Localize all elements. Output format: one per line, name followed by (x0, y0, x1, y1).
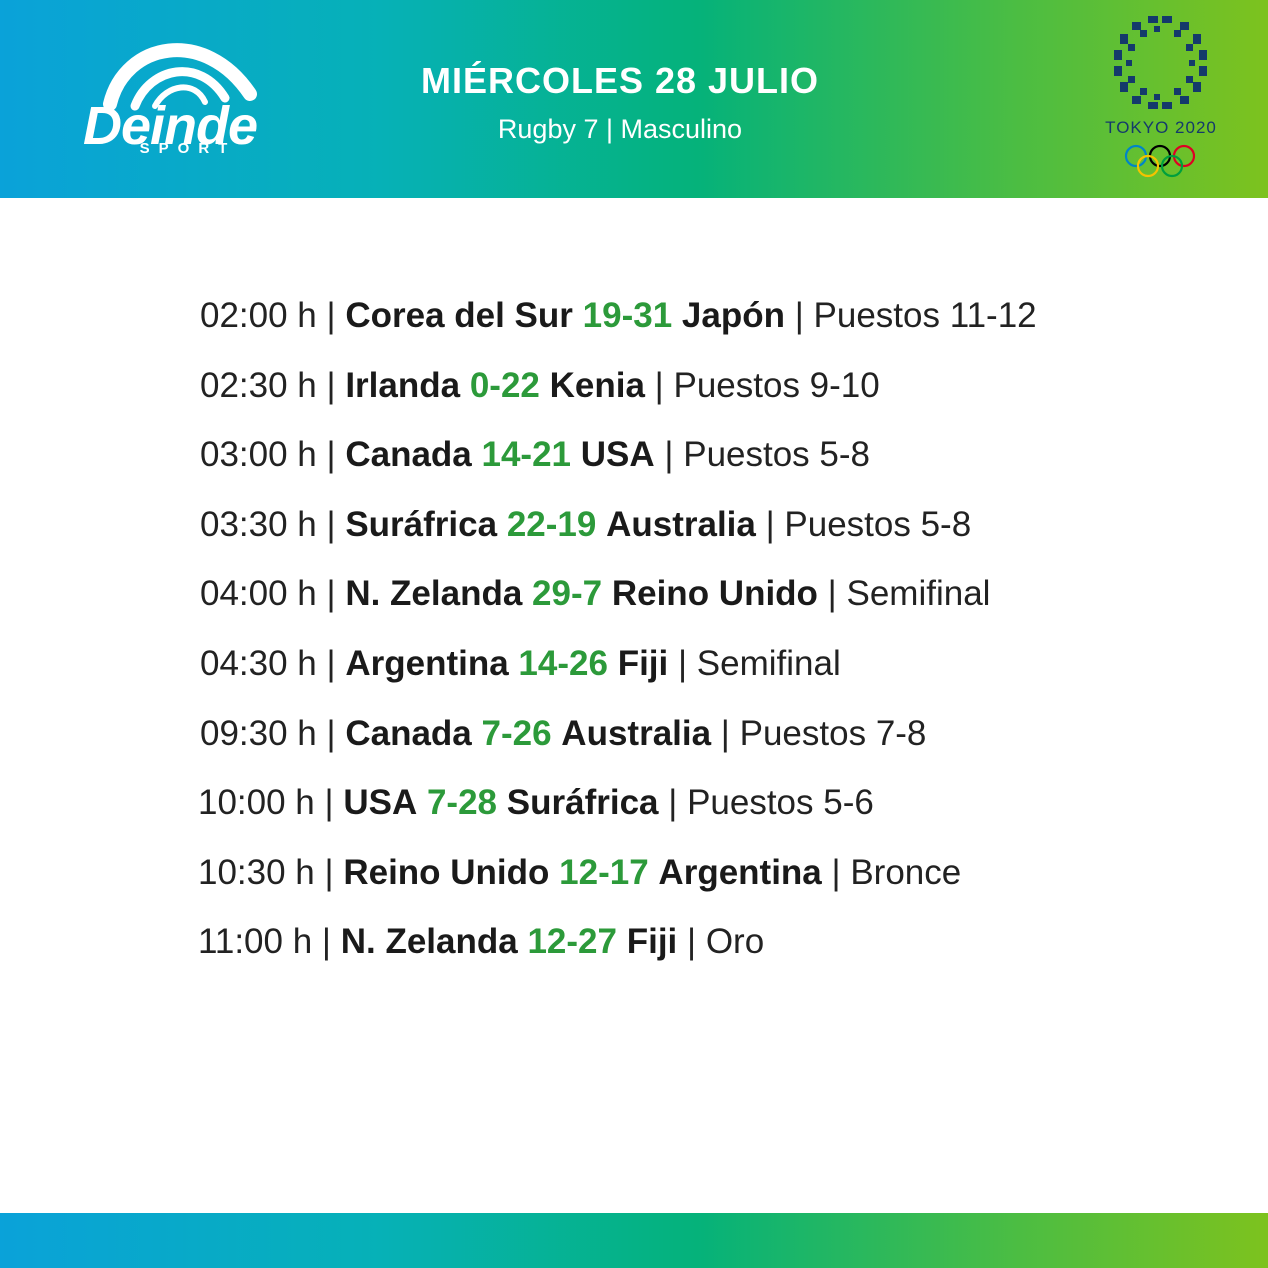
home-team: Corea del Sur (345, 296, 573, 335)
match-stage: Puestos 7-8 (739, 714, 927, 753)
away-team: Argentina (658, 853, 822, 892)
match-score: 12-17 (559, 853, 649, 892)
match-stage: Puestos 9-10 (673, 366, 880, 405)
away-team: Fiji (617, 644, 669, 683)
home-team: USA (343, 783, 418, 822)
match-score: 7-26 (481, 714, 552, 753)
match-time: 04:00 h (200, 574, 317, 613)
away-team: Suráfrica (506, 783, 659, 822)
match-stage: Oro (705, 922, 765, 961)
match-row: 09:30 h | Canada 7-26 Australia | Puesto… (200, 714, 927, 753)
match-time: 09:30 h (200, 714, 317, 753)
match-row: 10:00 h | USA 7-28 Suráfrica | Puestos 5… (198, 783, 874, 822)
away-team: USA (580, 435, 655, 474)
match-row: 03:30 h | Suráfrica 22-19 Australia | Pu… (200, 505, 972, 544)
page-title: MIÉRCOLES 28 JULIO (420, 60, 820, 101)
match-time: 03:30 h (200, 505, 317, 544)
match-time: 04:30 h (200, 644, 317, 683)
away-team: Kenia (549, 366, 645, 405)
match-row: 02:00 h | Corea del Sur 19-31 Japón | Pu… (200, 296, 1037, 335)
match-time: 02:30 h (200, 366, 317, 405)
match-score: 29-7 (532, 574, 603, 613)
match-row: 10:30 h | Reino Unido 12-17 Argentina | … (198, 853, 962, 892)
match-score: 7-28 (426, 783, 498, 822)
tokyo-2020-emblem: TOKYO 2020 (1096, 14, 1226, 184)
match-time: 11:00 h (198, 922, 313, 961)
home-team: Canada (345, 714, 472, 753)
match-time: 03:00 h (200, 435, 317, 474)
olympic-checkered-emblem-icon (1114, 16, 1207, 109)
home-team: Suráfrica (345, 505, 498, 544)
match-score: 14-21 (481, 435, 572, 474)
match-time: 02:00 h (200, 296, 317, 335)
match-score: 19-31 (582, 296, 673, 335)
match-score: 22-19 (506, 505, 597, 544)
match-stage: Puestos 5-8 (784, 505, 972, 544)
away-team: Fiji (626, 922, 678, 961)
olympic-label: TOKYO 2020 (1105, 118, 1217, 137)
away-team: Australia (561, 714, 712, 753)
match-time: 10:30 h (198, 853, 315, 892)
match-stage: Bronce (850, 853, 962, 892)
match-stage: Semifinal (696, 644, 841, 683)
away-team: Japón (681, 296, 785, 335)
home-team: N. Zelanda (340, 922, 518, 961)
olympic-rings-icon (1124, 144, 1196, 178)
footer-banner (0, 1213, 1268, 1268)
brand-subtitle: SPORT (139, 140, 237, 157)
brand-arc-icon (103, 43, 257, 111)
match-score: 0-22 (469, 366, 540, 405)
match-row: 11:00 h | N. Zelanda 12-27 Fiji | Oro (198, 922, 765, 961)
match-score: 12-27 (527, 922, 617, 961)
brand-logo: Deinde (55, 32, 285, 162)
match-row: 04:00 h | N. Zelanda 29-7 Reino Unido | … (200, 574, 991, 613)
away-team: Australia (606, 505, 756, 544)
match-row: 02:30 h | Irlanda 0-22 Kenia | Puestos 9… (200, 366, 880, 405)
home-team: N. Zelanda (345, 574, 523, 613)
brand-name: Deinde (82, 96, 258, 156)
home-team: Reino Unido (343, 853, 550, 892)
page-subtitle: Rugby 7 | Masculino (497, 114, 743, 144)
match-stage: Puestos 11-12 (813, 296, 1037, 335)
home-team: Irlanda (345, 366, 461, 405)
header-banner: Deinde SPORT MIÉRCOLES 28 JULIO Rugby 7 … (0, 0, 1268, 198)
match-stage: Puestos 5-6 (687, 783, 874, 822)
home-team: Canada (345, 435, 472, 474)
away-team: Reino Unido (611, 574, 818, 613)
match-stage: Semifinal (846, 574, 991, 613)
match-row: 04:30 h | Argentina 14-26 Fiji | Semifin… (200, 644, 841, 683)
home-team: Argentina (345, 644, 509, 683)
match-score: 14-26 (518, 644, 608, 683)
match-stage: Puestos 5-8 (683, 435, 870, 474)
match-row: 03:00 h | Canada 14-21 USA | Puestos 5-8 (200, 435, 870, 474)
match-time: 10:00 h (198, 783, 315, 822)
